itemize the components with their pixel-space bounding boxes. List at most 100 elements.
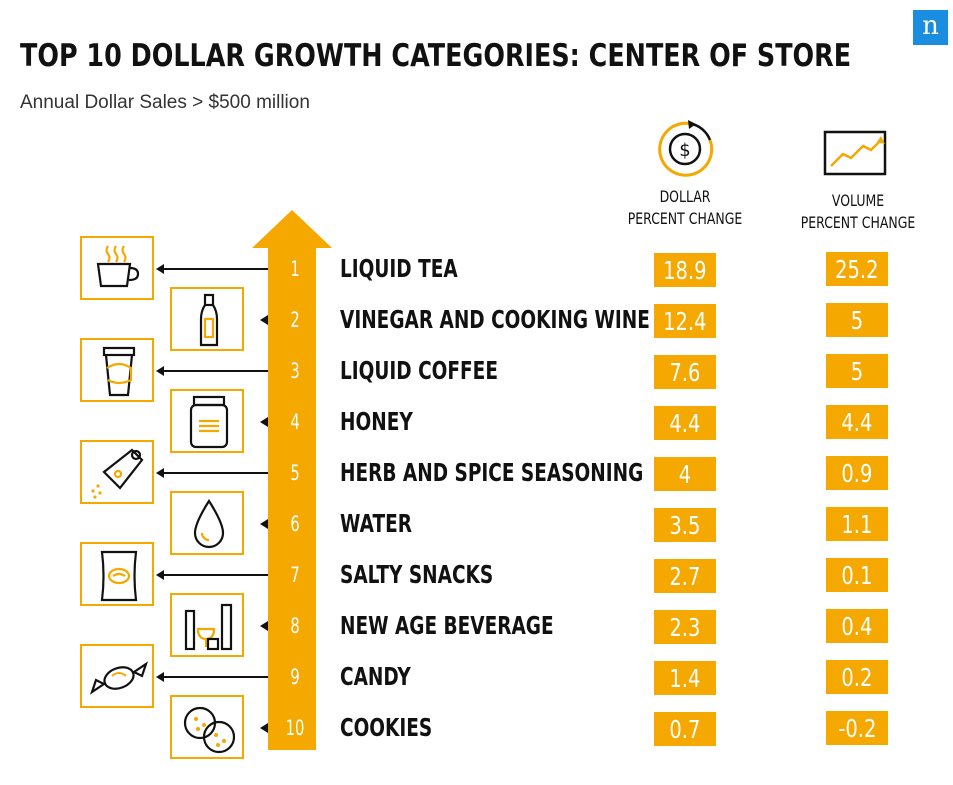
pointer-arrow — [156, 264, 268, 274]
beverages-icon-box — [170, 593, 244, 657]
candy-icon — [89, 661, 149, 695]
volume-change-text: 25.2 — [835, 255, 879, 284]
svg-text:$: $ — [679, 140, 690, 161]
dollar-change-text: 18.9 — [663, 256, 707, 285]
category-label: SALTY SNACKS — [340, 560, 494, 589]
volume-change-text: 0.4 — [841, 612, 873, 641]
pointer-arrow — [260, 723, 268, 733]
chart-subtitle: Annual Dollar Sales > $500 million — [20, 92, 310, 113]
volume-change-value: 1.1 — [826, 507, 888, 541]
water-drop-icon-box — [170, 491, 244, 555]
dollar-cycle-icon: $ — [658, 120, 714, 177]
volume-change-value: 0.4 — [826, 609, 888, 643]
chart-title: TOP 10 DOLLAR GROWTH CATEGORIES: CENTER … — [20, 38, 852, 74]
spice-grinder-icon — [91, 448, 144, 499]
dollar-column-header: DOLLAR PERCENT CHANGE — [627, 186, 744, 230]
rank-arrow — [252, 210, 332, 750]
category-label: LIQUID COFFEE — [340, 356, 498, 385]
volume-column-header: VOLUME PERCENT CHANGE — [797, 190, 919, 234]
dollar-change-text: 0.7 — [669, 715, 701, 744]
rank-number: 9 — [290, 665, 300, 689]
rank-number: 4 — [290, 410, 300, 434]
cookies-icon — [183, 706, 236, 754]
volume-header-line1: VOLUME — [831, 191, 885, 210]
volume-change-value: 0.2 — [826, 660, 888, 694]
volume-change-value: 5 — [826, 303, 888, 337]
pointer-arrow — [260, 621, 268, 631]
rank-number: 3 — [290, 359, 300, 383]
dollar-change-value: 3.5 — [654, 508, 716, 542]
category-label: NEW AGE BEVERAGE — [340, 611, 554, 640]
dollar-change-text: 12.4 — [663, 307, 707, 336]
dollar-change-value: 1.4 — [654, 661, 716, 695]
volume-change-value: -0.2 — [826, 711, 888, 745]
rank-number: 7 — [290, 563, 300, 587]
dollar-change-value: 2.7 — [654, 559, 716, 593]
volume-change-text: 5 — [850, 306, 864, 335]
dollar-change-value: 7.6 — [654, 355, 716, 389]
pointer-arrow — [260, 417, 268, 427]
pointer-arrow — [156, 366, 268, 376]
pointer-arrow — [156, 468, 268, 478]
pointer-arrow — [260, 315, 268, 325]
pointer-arrow — [156, 672, 268, 682]
dollar-change-text: 1.4 — [669, 664, 701, 693]
coffee-cup-icon-box — [80, 338, 154, 402]
dollar-change-text: 2.3 — [669, 613, 701, 642]
rank-number: 10 — [285, 716, 305, 740]
volume-change-text: -0.2 — [837, 714, 877, 743]
rank-number: 1 — [290, 257, 300, 281]
tea-cup-icon — [96, 245, 140, 288]
category-label: VINEGAR AND COOKING WINE — [340, 305, 650, 334]
dollar-change-text: 2.7 — [669, 562, 701, 591]
rank-number: 8 — [290, 614, 300, 638]
dollar-change-value: 4.4 — [654, 406, 716, 440]
water-drop-icon — [193, 498, 225, 549]
spice-grinder-icon-box — [80, 440, 154, 504]
category-label: HERB AND SPICE SEASONING — [340, 458, 644, 487]
volume-change-value: 5 — [826, 354, 888, 388]
dollar-change-value: 0.7 — [654, 712, 716, 746]
dollar-change-value: 12.4 — [654, 304, 716, 338]
candy-icon-box — [80, 644, 154, 708]
volume-change-value: 0.1 — [826, 558, 888, 592]
volume-change-value: 4.4 — [826, 405, 888, 439]
dollar-change-text: 7.6 — [669, 358, 701, 387]
tea-cup-icon-box — [80, 236, 154, 300]
rank-number: 2 — [290, 308, 300, 332]
volume-change-text: 0.9 — [841, 459, 873, 488]
category-label: HONEY — [340, 407, 413, 436]
honey-jar-icon — [189, 395, 229, 449]
dollar-change-text: 4.4 — [669, 409, 701, 438]
volume-change-text: 1.1 — [841, 510, 873, 539]
snack-bag-icon — [100, 550, 138, 602]
nielsen-logo: n — [913, 10, 948, 45]
snack-bag-icon-box — [80, 542, 154, 606]
volume-header-line2: PERCENT CHANGE — [800, 213, 916, 232]
dollar-header-line2: PERCENT CHANGE — [627, 209, 743, 228]
bottle-icon — [199, 293, 219, 347]
pointer-arrow — [260, 519, 268, 529]
dollar-change-value: 4 — [654, 457, 716, 491]
pointer-arrow — [156, 570, 268, 580]
dollar-change-text: 4 — [678, 460, 692, 489]
rank-number: 5 — [290, 461, 300, 485]
dollar-header-line1: DOLLAR — [659, 187, 711, 206]
bottle-icon-box — [170, 287, 244, 351]
volume-change-text: 4.4 — [841, 408, 873, 437]
category-label: WATER — [340, 509, 412, 538]
dollar-change-value: 2.3 — [654, 610, 716, 644]
cookies-icon-box — [170, 695, 244, 759]
beverages-icon — [184, 603, 233, 651]
volume-change-text: 0.2 — [841, 663, 873, 692]
honey-jar-icon-box — [170, 389, 244, 453]
trend-chart-icon — [823, 130, 887, 176]
dollar-change-value: 18.9 — [654, 253, 716, 287]
volume-change-value: 0.9 — [826, 456, 888, 490]
rank-number: 6 — [290, 512, 300, 536]
category-label: CANDY — [340, 662, 411, 691]
volume-change-text: 0.1 — [841, 561, 873, 590]
category-label: LIQUID TEA — [340, 254, 458, 283]
coffee-cup-icon — [102, 346, 136, 397]
category-label: COOKIES — [340, 713, 433, 742]
